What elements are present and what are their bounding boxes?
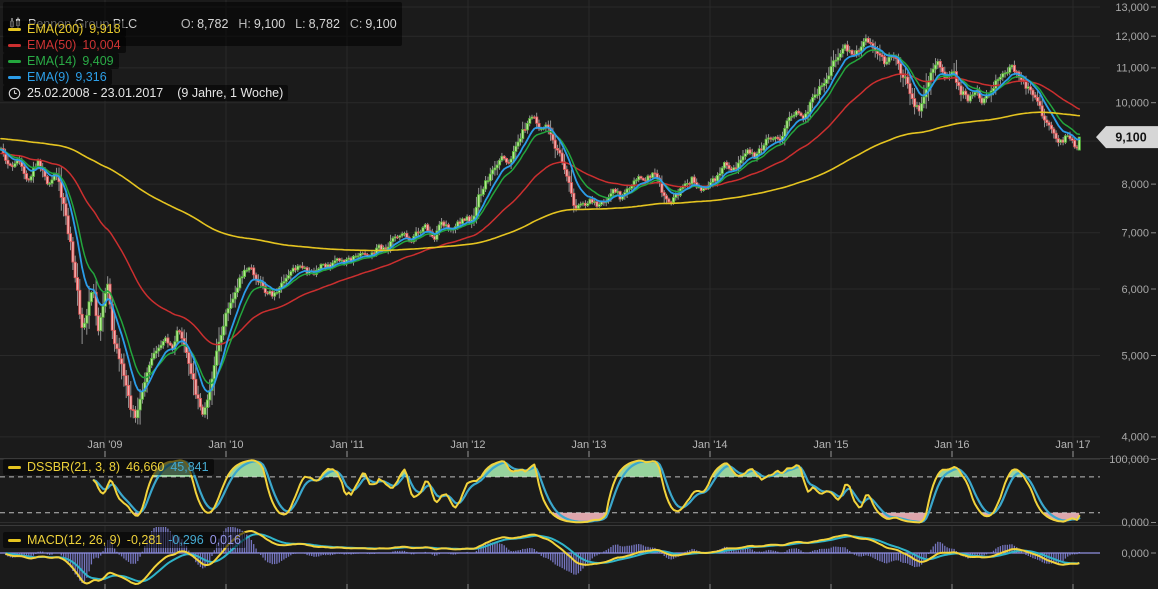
legend-ema14[interactable]: EMA(14) 9,409 bbox=[3, 53, 119, 69]
last-price-value: 9,100 bbox=[1115, 130, 1146, 144]
y-axis-label: 8,000 bbox=[1121, 179, 1149, 191]
x-axis-label: Jan '14 bbox=[692, 439, 727, 451]
legend-ema50[interactable]: EMA(50) 10,004 bbox=[3, 37, 126, 53]
candles-layer bbox=[0, 34, 1081, 425]
dssbr-value2: 45,841 bbox=[170, 460, 209, 474]
high-label: H: bbox=[238, 17, 251, 31]
y-axis-label: 4,000 bbox=[1121, 432, 1149, 444]
high-value: 9,100 bbox=[253, 17, 286, 31]
dssbr-value1: 46,660 bbox=[126, 460, 165, 474]
date-range-row: 25.02.2008 - 23.01.2017 (9 Jahre, 1 Woche… bbox=[3, 85, 289, 101]
y-axis-label: 5,000 bbox=[1121, 350, 1149, 362]
x-axis-label: Jan '10 bbox=[208, 439, 243, 451]
dssbr-label: DSSBR(21, 3, 8) bbox=[27, 460, 121, 474]
y-axis-label: 12,000 bbox=[1115, 31, 1149, 43]
open-label: O: bbox=[180, 17, 195, 31]
date-duration: (9 Jahre, 1 Woche) bbox=[177, 86, 284, 100]
close-value: 9,100 bbox=[365, 17, 397, 31]
macd-value3: 0,016 bbox=[209, 533, 241, 547]
ema14-value: 9,409 bbox=[82, 54, 114, 68]
ema200-value: 9,918 bbox=[89, 22, 121, 36]
ema9-label: EMA(9) bbox=[27, 70, 70, 84]
legend-macd[interactable]: MACD(12, 26, 9) -0,281 -0,296 0,016 bbox=[3, 532, 246, 548]
macd-panel bbox=[0, 527, 1100, 585]
ema50-color-dash-icon bbox=[8, 43, 21, 47]
x-axis-label: Jan '16 bbox=[934, 439, 969, 451]
close-label: C: bbox=[349, 17, 363, 31]
macd-color-dash-icon bbox=[8, 538, 21, 542]
dss-axis-label: 0,000 bbox=[1121, 517, 1149, 529]
clock-icon bbox=[8, 87, 21, 100]
date-range: 25.02.2008 - 23.01.2017 bbox=[27, 86, 164, 100]
x-axis-label: Jan '13 bbox=[571, 439, 606, 451]
x-axis-label: Jan '11 bbox=[330, 439, 364, 451]
dss-axis-label: 100,000 bbox=[1109, 454, 1149, 466]
x-axis-label: Jan '15 bbox=[813, 439, 848, 451]
ema14-color-dash-icon bbox=[8, 59, 21, 63]
dssbr-panel bbox=[0, 459, 1100, 524]
legend-ema200[interactable]: EMA(200) 9,918 bbox=[3, 21, 126, 37]
y-axis-label: 7,000 bbox=[1121, 228, 1149, 240]
x-axis-label: Jan '17 bbox=[1055, 439, 1090, 451]
x-axis-label: Jan '09 bbox=[87, 439, 122, 451]
ema9-color-dash-icon bbox=[8, 75, 21, 79]
legend-ema9[interactable]: EMA(9) 9,316 bbox=[3, 69, 112, 85]
ema14-label: EMA(14) bbox=[27, 54, 77, 68]
macd-value2: -0,296 bbox=[168, 533, 204, 547]
open-value: 8,782 bbox=[197, 17, 229, 31]
ema200-label: EMA(200) bbox=[27, 22, 84, 36]
ema50-value: 10,004 bbox=[82, 38, 121, 52]
low-value: 8,782 bbox=[308, 17, 340, 31]
y-axis-label: 10,000 bbox=[1115, 97, 1149, 109]
macd-axis-label: 0,000 bbox=[1121, 548, 1149, 560]
ema9-value: 9,316 bbox=[75, 70, 107, 84]
dssbr-color-dash-icon bbox=[8, 465, 21, 469]
y-axis-label: 11,000 bbox=[1116, 63, 1149, 75]
legend-dssbr[interactable]: DSSBR(21, 3, 8) 46,660 45,841 bbox=[3, 459, 214, 475]
last-price-tag: 9,100 bbox=[1096, 126, 1158, 149]
low-label: L: bbox=[295, 17, 306, 31]
y-axis-label: 6,000 bbox=[1121, 284, 1149, 296]
macd-label: MACD(12, 26, 9) bbox=[27, 533, 121, 547]
y-axis-label: 13,000 bbox=[1115, 2, 1149, 14]
axes-layer[interactable]: 13,00012,00011,00010,0009,0008,0007,0006… bbox=[87, 2, 1156, 589]
x-axis-label: Jan '12 bbox=[450, 439, 485, 451]
macd-value1: -0,281 bbox=[126, 533, 163, 547]
ema200-color-dash-icon bbox=[8, 27, 21, 31]
ema-overlays-layer bbox=[0, 45, 1081, 393]
ema50-label: EMA(50) bbox=[27, 38, 77, 52]
